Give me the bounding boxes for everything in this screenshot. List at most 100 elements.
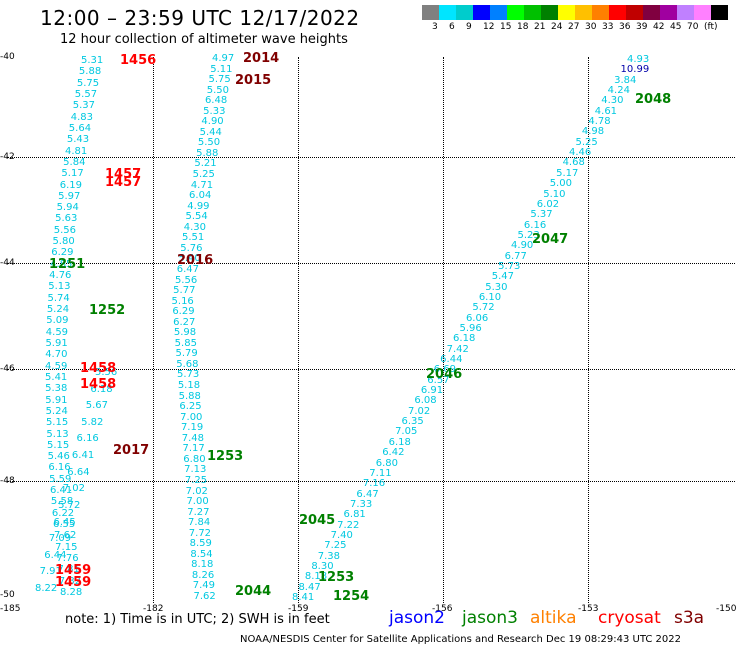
swh-value-label: 5.80: [52, 236, 75, 248]
swh-value-label: 8.26: [191, 569, 215, 581]
swh-value-label: 7.76: [56, 553, 79, 565]
swh-value-label: 4.59: [45, 360, 68, 372]
pass-time-label: 2048: [635, 92, 672, 107]
swh-value-label: 5.58: [50, 496, 74, 508]
swh-value-label: 5.24: [45, 405, 68, 417]
swh-value-label: 6.91: [420, 385, 444, 397]
grid-line-vertical: [298, 57, 299, 603]
swh-value-label: 5.72: [58, 499, 81, 511]
swh-value-label: 4.61: [594, 105, 618, 117]
color-scale-label: 39: [636, 22, 648, 32]
swh-value-label: 8.30: [311, 560, 334, 572]
satellite-legend-s3a: s3a: [674, 608, 705, 628]
swh-value-label: 7.15: [55, 541, 78, 553]
swh-value-label: 5.25: [575, 136, 598, 148]
color-swatch: [660, 5, 677, 20]
swh-value-label: 5.96: [459, 323, 482, 334]
swh-value-label: 6.47: [176, 263, 199, 275]
swh-value-label: 7.13: [184, 464, 207, 476]
pass-time-label: 1251: [49, 257, 86, 272]
swh-value-label: 6.16: [76, 433, 99, 445]
swh-value-label: 4.97: [212, 53, 235, 64]
swh-value-label: 6.27: [173, 316, 196, 328]
swh-value-label: 6.29: [51, 247, 74, 259]
swh-value-label: 5.23: [517, 229, 540, 241]
swh-value-label: 5.18: [177, 380, 201, 392]
color-scale-label: 30: [585, 22, 597, 32]
swh-value-label: 5.13: [46, 428, 69, 440]
swh-value-label: 4.30: [183, 221, 207, 233]
swh-value-label: 8.28: [59, 587, 83, 598]
swh-value-label: 5.10: [543, 188, 566, 200]
swh-value-label: 6.06: [465, 312, 489, 324]
swh-value-label: 6.18: [90, 383, 113, 395]
swh-value-label: 6.18: [453, 333, 476, 345]
swh-value-label: 8.18: [191, 559, 214, 571]
swh-value-label: 5.17: [61, 168, 84, 180]
swh-value-label: 8.22: [35, 583, 58, 594]
pass-time-label: 1456: [120, 53, 157, 68]
swh-value-label: 5.33: [203, 105, 226, 117]
pass-time-label: 2046: [426, 367, 463, 382]
y-tick-label: -40: [0, 52, 15, 62]
swh-value-label: 6.55: [52, 519, 76, 531]
swh-value-label: 5.57: [74, 88, 98, 100]
swh-value-label: 7.62: [193, 591, 216, 602]
swh-value-label: 5.00: [549, 178, 572, 190]
swh-value-label: 6.77: [504, 250, 527, 262]
swh-value-label: 6.47: [356, 488, 379, 500]
color-swatch: [558, 5, 575, 20]
grid-line-horizontal: [7, 481, 735, 482]
y-tick-label: -50: [0, 590, 15, 600]
swh-value-label: 6.10: [478, 291, 502, 303]
swh-value-label: 4.81: [65, 145, 88, 157]
swh-value-label: 7.25: [324, 540, 347, 552]
swh-value-label: 7.81: [57, 564, 80, 576]
swh-value-label: 7.16: [362, 478, 386, 490]
swh-value-label: 5.56: [174, 274, 198, 286]
swh-value-label: 5.41: [45, 371, 68, 383]
swh-value-label: 6.41: [71, 450, 95, 462]
swh-value-label: 5.88: [196, 147, 219, 159]
swh-value-label: 5.50: [206, 84, 229, 96]
swh-value-label: 5.98: [173, 327, 197, 339]
x-tick-label: -150: [716, 604, 737, 614]
swh-value-label: 5.82: [81, 416, 104, 428]
swh-value-label: 6.45: [53, 516, 76, 528]
swh-value-label: 8.54: [190, 548, 213, 560]
color-scale-label: 45: [670, 22, 682, 32]
swh-value-label: 6.41: [49, 485, 73, 497]
swh-value-label: 6.64: [67, 466, 90, 478]
swh-value-label: 5.30: [485, 281, 508, 293]
swh-value-label: 6.08: [414, 395, 437, 407]
swh-value-label: 7.84: [188, 517, 211, 529]
swh-value-label: 7.49: [192, 580, 215, 592]
grid-line-horizontal: [7, 369, 735, 370]
swh-value-label: 5.72: [472, 302, 495, 314]
swh-value-label: 5.77: [173, 285, 196, 297]
pass-time-label: 1254: [333, 589, 370, 604]
pass-time-label: 1459: [55, 575, 92, 590]
swh-value-label: 6.19: [59, 179, 82, 191]
swh-value-label: 4.85: [50, 258, 73, 270]
map-plot-area[interactable]: 5.31 5.88 5.75 5.57 5.37 4.83 5.64 5.43 4.81 5.84…: [7, 51, 735, 604]
swh-value-label: 5.74: [47, 292, 70, 304]
swh-value-label: 5.88: [178, 390, 201, 402]
swh-value-label: 5.97: [58, 190, 81, 202]
pass-time-label: 2015: [235, 73, 272, 88]
swh-value-label: 6.57: [427, 374, 450, 386]
swh-value-label: 5.73: [498, 260, 521, 272]
swh-value-label: 3.84: [614, 74, 637, 86]
color-swatch: [473, 5, 490, 20]
color-scale-label: 21: [534, 22, 546, 32]
satellite-legend-altika: altika: [530, 608, 577, 628]
grid-line-vertical: [153, 57, 154, 603]
swh-value-label: 5.56: [95, 367, 118, 378]
swh-value-label: 5.84: [63, 156, 86, 168]
swh-value-label: 4.98: [581, 126, 605, 138]
x-tick-label: -159: [288, 604, 309, 614]
color-swatch: [507, 5, 524, 20]
pass-time-label: 1458: [80, 361, 117, 376]
pass-time-label: 1252: [89, 303, 126, 318]
swh-value-label: 7.17: [182, 443, 205, 455]
